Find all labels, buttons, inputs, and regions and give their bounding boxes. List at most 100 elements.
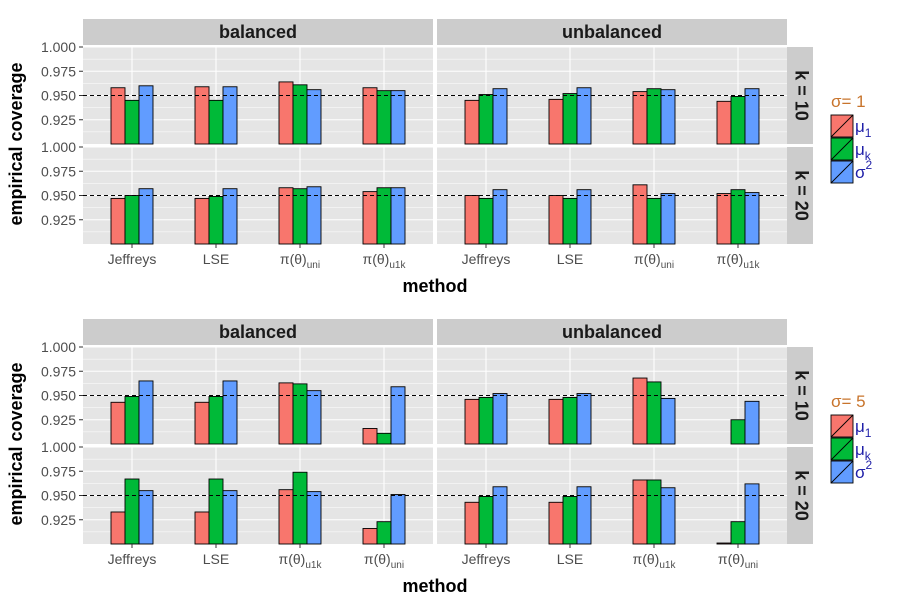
- bar-σ2: [660, 397, 676, 445]
- row-strip-label: k = 20: [791, 170, 811, 221]
- bar-μk: [478, 197, 494, 245]
- bar-μ1: [632, 91, 648, 145]
- legend-label: μ1: [855, 417, 872, 440]
- x-tick-label: π(θ)u1k: [363, 251, 407, 271]
- bar-σ2: [222, 490, 238, 545]
- bar-μk: [124, 396, 140, 445]
- x-axis-title: method: [403, 576, 468, 596]
- bar-μ1: [278, 81, 294, 145]
- x-tick-label: π(θ)u1k: [717, 251, 761, 271]
- bar-μk: [208, 196, 224, 245]
- row-strip: [787, 147, 813, 244]
- bar-μ1: [548, 501, 564, 545]
- bar-μk: [208, 99, 224, 145]
- bar-σ2: [660, 193, 676, 245]
- bar-μ1: [632, 479, 648, 545]
- legend-key-diagonal: [830, 460, 854, 484]
- column-strip: [83, 19, 433, 45]
- legend-key-diagonal: [830, 160, 854, 184]
- bar-σ2: [138, 490, 154, 545]
- column-strip-label: unbalanced: [562, 322, 662, 342]
- x-tick-label: π(θ)u1k: [633, 551, 677, 571]
- y-tick-label: 0.950: [41, 188, 76, 204]
- legend-key-diagonal: [830, 114, 854, 138]
- bar-μk: [376, 90, 392, 145]
- column-strip-label: balanced: [219, 22, 297, 42]
- panel-unbalanced-k10: [437, 346, 787, 445]
- y-tick-label: 0.950: [41, 88, 76, 104]
- panel-unbalanced-k10: [437, 46, 787, 145]
- column-strip: [83, 319, 433, 345]
- bar-σ2: [390, 494, 406, 545]
- bar-μk: [730, 521, 746, 545]
- bar-μk: [478, 396, 494, 445]
- column-strip: [437, 319, 787, 345]
- y-tick-label: 1.000: [41, 39, 76, 55]
- legend-label: μk: [855, 140, 872, 163]
- x-tick-label: Jeffreys: [108, 251, 157, 267]
- bar-μ1: [464, 398, 480, 445]
- legend-label: μ1: [855, 117, 872, 140]
- legend-label: σ2: [855, 158, 873, 182]
- bar-σ2: [306, 390, 322, 445]
- bar-σ2: [576, 393, 592, 445]
- bar-σ2: [744, 88, 760, 145]
- row-strip-label: k = 10: [791, 370, 811, 421]
- row-strip: [787, 47, 813, 144]
- row-strip-label: k = 10: [791, 70, 811, 121]
- bar-μ1: [464, 99, 480, 145]
- x-tick-label: LSE: [203, 251, 229, 267]
- bar-μ1: [464, 195, 480, 245]
- bar-μ1: [194, 511, 210, 545]
- panel-balanced-k20: [83, 446, 433, 545]
- bar-σ2: [138, 380, 154, 445]
- bar-μk: [124, 478, 140, 545]
- bar-μk: [376, 432, 392, 445]
- bar-σ2: [492, 393, 508, 445]
- bar-μk: [292, 471, 308, 545]
- bar-σ2: [576, 87, 592, 145]
- y-tick-label: 0.975: [41, 63, 76, 79]
- bar-σ2: [576, 486, 592, 545]
- column-strip-label: unbalanced: [562, 22, 662, 42]
- y-tick-label: 1.000: [41, 339, 76, 355]
- bar-σ2: [744, 400, 760, 445]
- bar-μk: [646, 88, 662, 145]
- bar-σ2: [744, 192, 760, 245]
- bar-σ2: [222, 188, 238, 245]
- bar-σ2: [492, 486, 508, 545]
- bar-μ1: [464, 501, 480, 545]
- bar-μ1: [278, 489, 294, 545]
- legend-key-diagonal: [830, 414, 854, 438]
- panel-unbalanced-k20: [437, 446, 787, 545]
- x-tick-label: LSE: [557, 551, 583, 567]
- y-tick-label: 0.975: [41, 163, 76, 179]
- bar-μk: [562, 496, 578, 545]
- bar-μ1: [716, 100, 732, 145]
- bar-μk: [208, 478, 224, 545]
- bar-σ2: [660, 487, 676, 545]
- y-tick-label: 0.950: [41, 488, 76, 504]
- bar-μ1: [716, 542, 732, 545]
- bar-σ2: [492, 189, 508, 245]
- bar-μk: [478, 496, 494, 545]
- x-tick-label: π(θ)uni: [280, 251, 320, 271]
- bar-σ2: [306, 186, 322, 245]
- x-tick-label: Jeffreys: [462, 251, 511, 267]
- y-tick-label: 0.975: [41, 463, 76, 479]
- bar-σ2: [222, 380, 238, 445]
- bar-μk: [124, 195, 140, 245]
- bar-μk: [292, 383, 308, 445]
- figure-block-1: balanced unbalanced k = 10 k = 20 0.925 0.950…: [6, 19, 873, 296]
- bar-μk: [646, 479, 662, 545]
- bar-μk: [376, 521, 392, 545]
- bar-μ1: [194, 401, 210, 445]
- panel-unbalanced-k20: [437, 146, 787, 245]
- bar-μ1: [278, 187, 294, 245]
- bar-σ2: [660, 89, 676, 145]
- bar-σ2: [306, 491, 322, 545]
- x-tick-label: π(θ)u1k: [279, 551, 323, 571]
- y-tick-label: 1.000: [41, 139, 76, 155]
- bar-σ2: [306, 89, 322, 145]
